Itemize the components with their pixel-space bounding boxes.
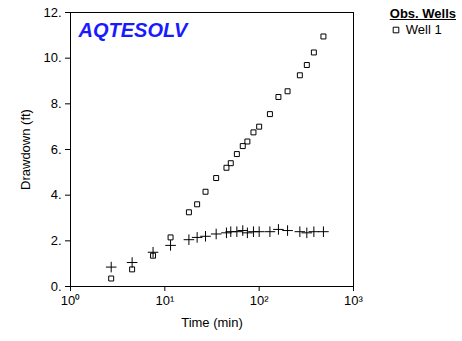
svg-text:0.: 0. [51,279,62,294]
svg-text:4.: 4. [51,187,62,202]
html-text:Obs. Wells: Obs. Wells [389,6,456,21]
svg-text:12.: 12. [43,5,61,20]
svg-text:6.: 6. [51,142,62,157]
svg-text:2.: 2. [51,233,62,248]
html-text:Well 1: Well 1 [405,22,442,37]
svg-text:10²: 10² [250,293,269,308]
svg-text:AQTESOLV: AQTESOLV [78,19,190,41]
svg-text:10³: 10³ [344,293,363,308]
svg-text:Drawdown (ft): Drawdown (ft) [18,109,33,190]
svg-text:10¹: 10¹ [155,293,174,308]
svg-text:8.: 8. [51,96,62,111]
svg-text:Time (min): Time (min) [181,315,243,330]
svg-text:10⁰: 10⁰ [61,293,80,308]
svg-text:10.: 10. [43,50,61,65]
